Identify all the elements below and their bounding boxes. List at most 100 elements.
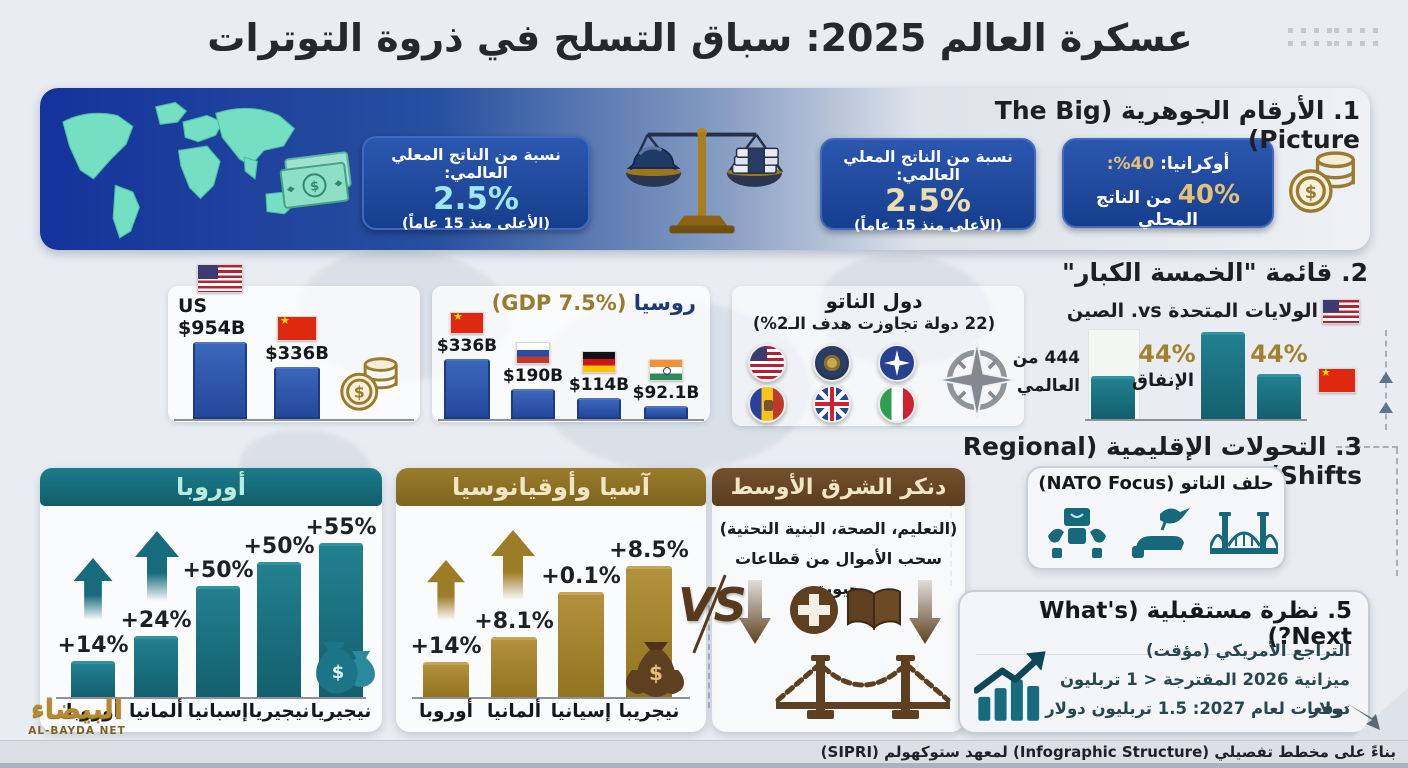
section1-heading: 1. الأرقام الجوهرية (The Big Picture): [994, 96, 1360, 154]
bar-value: +24%: [120, 608, 192, 633]
chart-column: $92.1B: [632, 359, 700, 419]
europe-panel: أوروبا +14% +24% +50% +50% +55% أور: [40, 468, 382, 732]
share-value: 44%: [1250, 340, 1308, 368]
share-caption: العالمي: [1016, 376, 1080, 396]
down-arrow-icon: [909, 580, 941, 644]
ukraine-value: 40%: [1177, 180, 1241, 210]
ukraine-card: أوكرانيا: 40%: 40% من الناتج المحلي: [1062, 138, 1274, 230]
money-bags-icon: $: [316, 642, 375, 694]
bar-value: +50%: [243, 534, 315, 559]
spending-bar: [644, 406, 688, 419]
bar-value: +50%: [182, 558, 254, 583]
chart-column: +50%: [182, 558, 254, 697]
chart-column-china: $336B: [265, 314, 329, 419]
dots-decoration: [1288, 28, 1332, 46]
bar-category: أوروبا: [419, 701, 473, 722]
title-arabic: حلف الناتو: [1180, 473, 1274, 494]
chart-column: +14%: [57, 633, 129, 697]
chain-bridge-illustration: [775, 655, 951, 719]
nato-subtitle: (22 دولة تجاوزت هدف الـ2%): [752, 314, 996, 333]
card-line: (الأعلى منذ 15 عاماً): [854, 218, 1002, 234]
dashed-divider: [708, 586, 710, 708]
bar-value: +0.1%: [541, 564, 621, 589]
middle-east-panel: دنكر الشرق الأوسط (التعليم، الصحة، البني…: [712, 468, 965, 732]
asia-bar: [423, 662, 469, 697]
open-book-icon: [847, 588, 901, 631]
germany-flag-icon: [582, 351, 616, 373]
footer-band: [0, 740, 1408, 765]
card-line: أوكرانيا: 40%:: [1064, 154, 1272, 174]
up-arrow-icon: [491, 530, 535, 600]
chart-column: +24%: [120, 608, 192, 697]
bar-value-label: $336B: [265, 343, 329, 364]
asia-bar: [491, 637, 537, 697]
logo-arabic: البيضاء: [31, 694, 123, 725]
mini-chart-axis: [1085, 419, 1307, 421]
bar-category: نيجريبا: [618, 701, 680, 722]
chart-axis: [174, 419, 414, 421]
russia-gdp-chart-panel: روسيا (GDP 7.5%) $336B $190B $114B $92.1…: [432, 286, 710, 422]
europe-bar: [257, 562, 301, 697]
bar-category: ألمانيا: [486, 701, 542, 722]
svg-text:$: $: [1305, 182, 1317, 203]
up-arrow-marker: [1379, 402, 1393, 413]
chart-column-us: US $954B: [178, 264, 262, 419]
chart-column: +14%: [410, 634, 482, 697]
section2-heading: 2. قائمة "الخمسة الكبار": [1062, 258, 1368, 287]
hand-with-dove-icon: [1132, 508, 1190, 558]
china-flag-icon: [450, 310, 484, 334]
bar-value: +8.5%: [609, 538, 689, 563]
share-caption: الإنفاق: [1131, 370, 1195, 391]
chart-axis: [56, 697, 366, 699]
page-title: عسكرة العالم 2025: سباق التسلح في ذروة ا…: [207, 16, 1193, 60]
coins-icon: $: [1289, 151, 1355, 213]
up-arrow-icon: [135, 531, 179, 601]
europe-bar: [134, 636, 178, 697]
share-value: 44%: [1138, 340, 1196, 368]
card-line: 40% من الناتج المحلي: [1064, 180, 1272, 230]
bar-value: +14%: [410, 634, 482, 659]
title-english: (NATO Focus): [1038, 473, 1175, 494]
nato-title: دول الناتو: [825, 289, 923, 313]
spending-share-bar: [1091, 376, 1135, 419]
spending-share-bar: [1257, 374, 1301, 419]
russia-flag-icon: [516, 342, 550, 364]
europe-bar: [71, 661, 115, 697]
title-arabic: روسيا: [633, 291, 696, 315]
outlook-line: توقعات لعام 2027: 1.5 تربليون دولار: [1045, 699, 1350, 718]
outlook-line: التراجع الأمريكي (مؤقت): [1146, 641, 1350, 660]
spending-share-bar: [1201, 332, 1245, 419]
card-line: نسبة من الناتج المعلي العالمي:: [843, 148, 1013, 184]
share-caption: 444 من: [1012, 348, 1080, 368]
bar-value: +55%: [305, 515, 377, 540]
up-arrow-icon: [73, 558, 113, 620]
card-line: (الأعلى منذ 15 عاماً): [402, 216, 550, 232]
bar-value-label: US $954B: [178, 295, 246, 339]
nato-circle-flag-icon: [878, 344, 916, 382]
us-circle-flag-icon: [748, 344, 786, 382]
bar-category: إسيانيا: [550, 701, 612, 722]
chart-column: $336B: [436, 310, 498, 419]
corner-arrow-icon: [1348, 704, 1380, 730]
middle-east-line: (التعليم، الصحة، البنية التحتية): [719, 519, 958, 538]
chart-column: +0.1%: [541, 564, 621, 697]
gdp-share-card-right: نسبة من الناتج المعلي العالمي: 2.5% (الأ…: [820, 138, 1036, 234]
chart-column: $114B: [568, 351, 630, 419]
asia-panel: آسيا وأوقيانوسيا +14% +8.1% +0.1% +8.5% …: [396, 468, 706, 732]
nato-focus-box: حلف الناتو (NATO Focus): [1026, 466, 1286, 570]
europe-bar: [196, 586, 240, 697]
bar-value: +8.1%: [474, 609, 554, 634]
svg-text:$: $: [332, 662, 345, 683]
down-arrow-icon: [739, 580, 771, 644]
spending-bar: [577, 398, 621, 419]
nato-focus-title: حلف الناتو (NATO Focus): [1028, 473, 1284, 494]
india-flag-icon: [649, 359, 683, 381]
whats-next-box: 5. نظرة مستقبلية (What's Next?) التراجع …: [958, 590, 1370, 734]
world-map-illustration: [62, 101, 297, 239]
chart-axis: [438, 419, 704, 421]
spending-bar: [444, 359, 490, 419]
bar-value-label: $92.1B: [632, 383, 700, 403]
chart-column: +8.1%: [474, 609, 554, 697]
dashed-guide: [1396, 448, 1398, 576]
